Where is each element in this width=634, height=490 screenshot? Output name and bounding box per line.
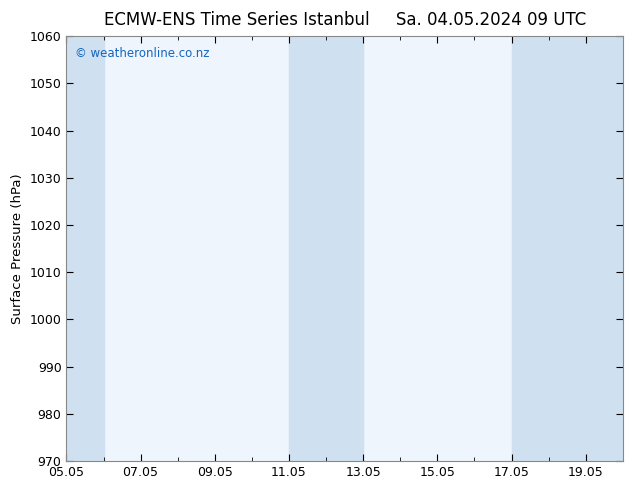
Bar — [512, 36, 623, 461]
Bar — [289, 36, 363, 461]
Bar — [67, 36, 103, 461]
Title: ECMW-ENS Time Series Istanbul     Sa. 04.05.2024 09 UTC: ECMW-ENS Time Series Istanbul Sa. 04.05.… — [103, 11, 586, 29]
Y-axis label: Surface Pressure (hPa): Surface Pressure (hPa) — [11, 173, 24, 324]
Text: © weatheronline.co.nz: © weatheronline.co.nz — [75, 47, 209, 60]
